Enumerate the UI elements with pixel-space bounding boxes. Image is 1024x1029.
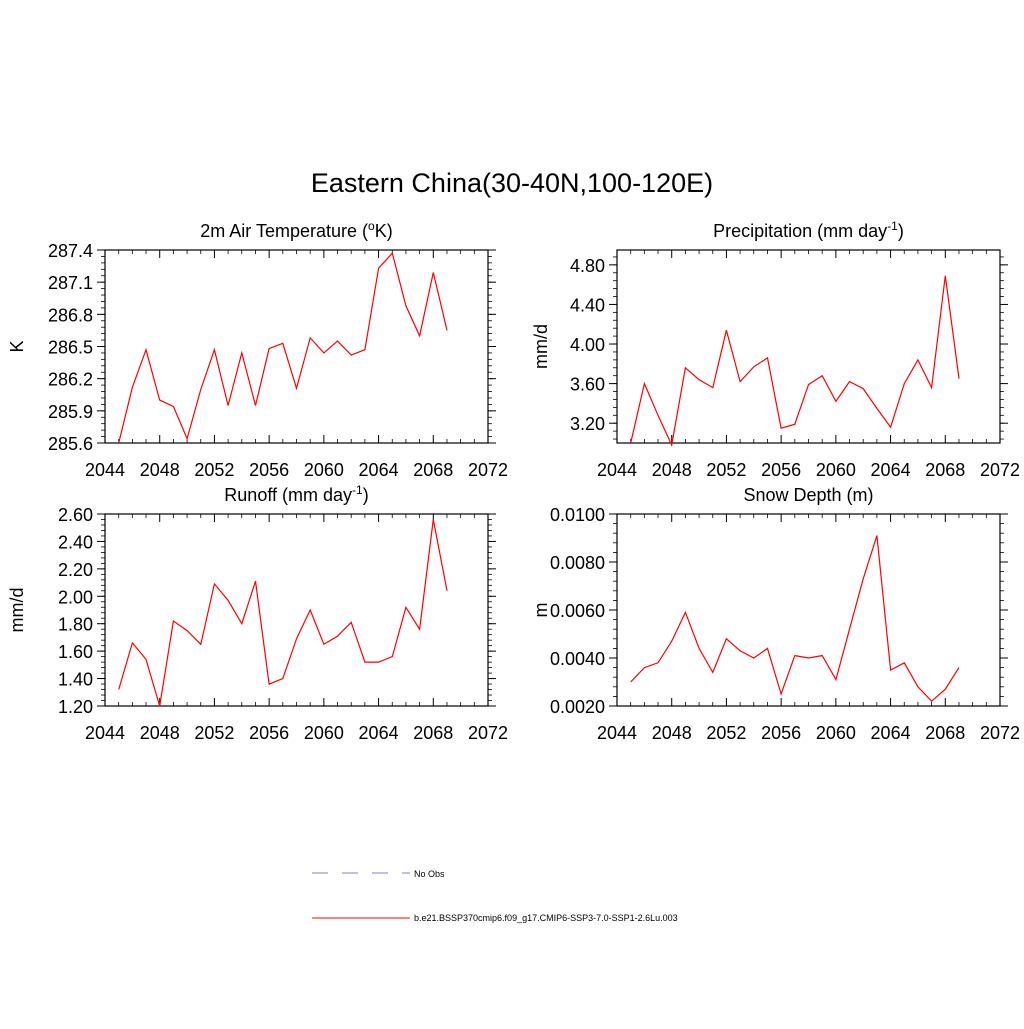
x-tick-label: 2052 (194, 723, 234, 743)
y-tick-label: 1.40 (58, 670, 93, 690)
x-tick-label: 2044 (597, 723, 637, 743)
series-line (119, 520, 447, 707)
y-tick-label: 2.60 (58, 505, 93, 525)
x-tick-label: 2052 (194, 460, 234, 480)
y-axis-label: mm/d (7, 588, 27, 633)
legend-model-label: b.e21.BSSP370cmip6.f09_g17.CMIP6-SSP3-7.… (414, 913, 678, 923)
x-tick-label: 2060 (816, 723, 856, 743)
plot-frame (617, 514, 1000, 706)
chart-panel-3: 2044 2048 2052 2056 2060 2064 2068 2072 1.20 1.40… (7, 483, 508, 743)
y-tick-label: 3.20 (570, 414, 605, 434)
y-tick-label: 4.00 (570, 335, 605, 355)
plot-frame (105, 250, 488, 443)
chart-panel-1: 2044 2048 2052 2056 2060 2064 2068 2072 285.6 285… (7, 219, 508, 480)
y-tick-label: 2.40 (58, 532, 93, 552)
x-tick-label: 2056 (761, 460, 801, 480)
y-tick-label: 0.0040 (550, 649, 605, 669)
x-tick-label: 2064 (359, 460, 399, 480)
y-tick-label: 285.9 (48, 402, 93, 422)
x-tick-label: 2044 (85, 460, 125, 480)
x-tick-label: 2068 (413, 460, 453, 480)
panel-title: Runoff (mm day-1) (224, 483, 368, 505)
y-tick-label: 4.80 (570, 256, 605, 276)
panel-title-main: Runoff (mm day (224, 485, 352, 505)
x-tick-label: 2068 (925, 723, 965, 743)
x-tick-label: 2048 (652, 723, 692, 743)
panel-title-main: 2m Air Temperature ( (200, 221, 368, 241)
y-tick-label: 2.20 (58, 560, 93, 580)
y-tick-label: 1.60 (58, 642, 93, 662)
panel-title: Snow Depth (m) (743, 485, 873, 505)
x-tick-label: 2052 (706, 723, 746, 743)
x-tick-label: 2068 (413, 723, 453, 743)
x-tick-label: 2056 (249, 723, 289, 743)
y-tick-label: 287.4 (48, 241, 93, 261)
x-tick-label: 2064 (359, 723, 399, 743)
panel-title-tail: ) (898, 221, 904, 241)
x-tick-label: 2060 (304, 460, 344, 480)
series-line (631, 536, 959, 702)
x-tick-label: 2048 (652, 460, 692, 480)
x-tick-label: 2072 (980, 723, 1020, 743)
y-tick-label: 287.1 (48, 273, 93, 293)
y-axis-label: m (531, 603, 551, 618)
series-line (631, 276, 959, 445)
y-tick-label: 286.5 (48, 338, 93, 358)
x-tick-label: 2072 (980, 460, 1020, 480)
plot-frame (617, 250, 1000, 443)
x-tick-label: 2044 (597, 460, 637, 480)
y-tick-label: 2.00 (58, 587, 93, 607)
x-tick-label: 2056 (761, 723, 801, 743)
legend-obs-label: No Obs (414, 869, 445, 879)
panel-title-superscript: -1 (887, 219, 898, 233)
y-tick-label: 0.0020 (550, 697, 605, 717)
x-tick-label: 2060 (816, 460, 856, 480)
y-tick-label: 1.80 (58, 615, 93, 635)
x-tick-label: 2056 (249, 460, 289, 480)
figure-title: Eastern China(30-40N,100-120E) (0, 168, 1024, 199)
y-axis-label: K (7, 340, 27, 352)
y-tick-label: 0.0100 (550, 505, 605, 525)
x-tick-label: 2064 (871, 723, 911, 743)
panel-title-tail: K) (375, 221, 393, 241)
x-tick-label: 2068 (925, 460, 965, 480)
y-tick-label: 285.6 (48, 434, 93, 454)
chart-panel-4: 2044 2048 2052 2056 2060 2064 2068 2072 0.0020 0.… (531, 485, 1020, 743)
x-tick-label: 2064 (871, 460, 911, 480)
panel-title-superscript: -1 (352, 483, 363, 497)
legend: No Obs b.e21.BSSP370cmip6.f09_g17.CMIP6-S… (312, 869, 678, 923)
x-tick-label: 2048 (140, 723, 180, 743)
panel-title-main: Precipitation (mm day (713, 221, 887, 241)
panel-title: Precipitation (mm day-1) (713, 219, 904, 241)
chart-panel-2: 2044 2048 2052 2056 2060 2064 2068 2072 3.20 3.60… (531, 219, 1020, 480)
y-tick-label: 3.60 (570, 375, 605, 395)
x-tick-label: 2072 (468, 723, 508, 743)
y-tick-label: 0.0080 (550, 553, 605, 573)
y-tick-label: 0.0060 (550, 601, 605, 621)
panel-title-main: Snow Depth (m) (743, 485, 873, 505)
y-axis-label: mm/d (531, 324, 551, 369)
panel-title: 2m Air Temperature (oK) (200, 219, 392, 241)
panel-title-tail: ) (363, 485, 369, 505)
x-tick-label: 2072 (468, 460, 508, 480)
y-tick-label: 286.2 (48, 370, 93, 390)
x-tick-label: 2044 (85, 723, 125, 743)
y-tick-label: 4.40 (570, 295, 605, 315)
x-tick-label: 2048 (140, 460, 180, 480)
x-tick-label: 2052 (706, 460, 746, 480)
y-tick-label: 286.8 (48, 305, 93, 325)
y-tick-label: 1.20 (58, 697, 93, 717)
series-line (119, 253, 447, 443)
x-tick-label: 2060 (304, 723, 344, 743)
